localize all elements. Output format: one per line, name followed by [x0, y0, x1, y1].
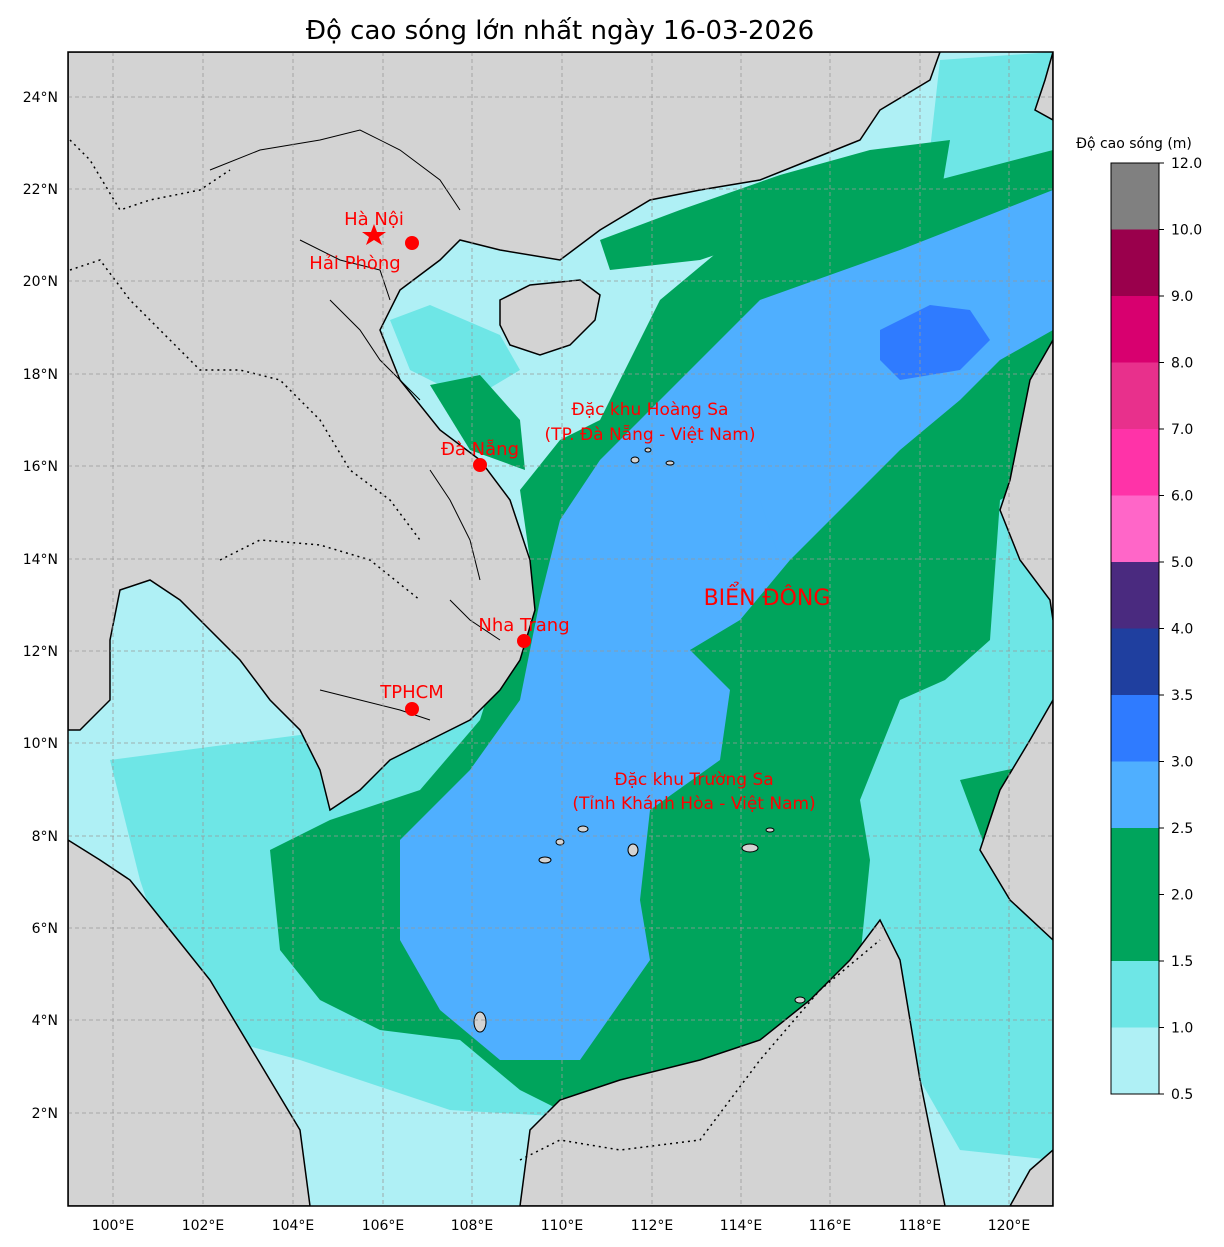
lat-tick: 4°N — [32, 1013, 58, 1029]
lon-tick: 120°E — [988, 1218, 1031, 1234]
lat-tick: 2°N — [32, 1106, 58, 1122]
colorbar-segment — [1111, 761, 1159, 828]
wave-zone-3-3.5m — [880, 305, 990, 380]
lat-tick: 12°N — [23, 644, 58, 660]
colorbar-segment — [1111, 163, 1159, 230]
colorbar-tick-label: 4.0 — [1171, 622, 1193, 638]
lat-tick: 6°N — [32, 921, 58, 937]
colorbar-tick-label: 0.5 — [1171, 1087, 1193, 1103]
colorbar-segment — [1111, 1027, 1159, 1094]
colorbar-tick-label: 5.0 — [1171, 555, 1193, 571]
colorbar-segment — [1111, 429, 1159, 496]
colorbar-tick-label: 3.0 — [1171, 755, 1193, 771]
lat-tick: 16°N — [23, 459, 58, 475]
haiphong-marker-icon — [405, 236, 419, 250]
label-hoang-sa-sub: (TP. Đà Nẵng - Việt Nam) — [545, 424, 756, 445]
lon-tick: 102°E — [182, 1218, 225, 1234]
lon-tick: 112°E — [631, 1218, 674, 1234]
lat-tick-labels: 24°N 22°N 20°N 18°N 16°N 14°N 12°N 10°N … — [23, 90, 58, 1122]
colorbar-segment — [1111, 628, 1159, 695]
city-markers — [362, 224, 531, 716]
label-hai-phong: Hải Phòng — [309, 253, 400, 274]
colorbar-tick-label: 8.0 — [1171, 356, 1193, 372]
label-da-nang: Đà Nẵng — [441, 439, 519, 460]
lon-tick: 100°E — [92, 1218, 135, 1234]
label-hoang-sa: Đặc khu Hoàng Sa — [572, 400, 729, 420]
label-nha-trang: Nha Trang — [478, 615, 569, 636]
lon-tick: 110°E — [541, 1218, 584, 1234]
hanoi-star-icon — [362, 224, 386, 245]
colorbar-tick-label: 6.0 — [1171, 489, 1193, 505]
colorbar-tick-label: 2.0 — [1171, 888, 1193, 904]
colorbar-segment — [1111, 562, 1159, 629]
colorbar-segment — [1111, 695, 1159, 762]
label-ha-noi: Hà Nội — [344, 209, 404, 230]
colorbar-tick-label: 2.5 — [1171, 821, 1193, 837]
colorbar-tick-label: 10.0 — [1171, 223, 1202, 239]
label-bien-dong: BIỂN ĐÔNG — [704, 583, 831, 611]
label-truong-sa: Đặc khu Trường Sa — [614, 770, 773, 790]
colorbar-tick-label: 7.0 — [1171, 422, 1193, 438]
land-masses — [68, 52, 1053, 1206]
colorbar-segment — [1111, 828, 1159, 895]
lon-tick: 104°E — [272, 1218, 315, 1234]
colorbar-segment — [1111, 296, 1159, 363]
lat-tick: 14°N — [23, 552, 58, 568]
colorbar-segment — [1111, 362, 1159, 429]
lat-tick: 8°N — [32, 829, 58, 845]
danang-marker-icon — [473, 458, 487, 472]
nhatrang-marker-icon — [517, 634, 531, 648]
colorbar-tick-label: 1.0 — [1171, 1021, 1193, 1037]
label-truong-sa-sub: (Tỉnh Khánh Hòa - Việt Nam) — [572, 794, 815, 814]
country-borders — [69, 139, 881, 1161]
lat-tick: 10°N — [23, 736, 58, 752]
map-frame — [67, 51, 1054, 1207]
lon-tick: 114°E — [720, 1218, 763, 1234]
label-tphcm: TPHCM — [379, 682, 443, 703]
colorbar-tick-label: 9.0 — [1171, 289, 1193, 305]
colorbar-tick-label: 12.0 — [1171, 156, 1202, 172]
map-title: Độ cao sóng lớn nhất ngày 16-03-2026 — [306, 16, 814, 46]
colorbar-tick-label: 1.5 — [1171, 954, 1193, 970]
lon-tick: 106°E — [362, 1218, 405, 1234]
map-area — [68, 52, 1053, 1206]
colorbar-segment — [1111, 495, 1159, 562]
colorbar: 0.5 1.0 1.5 2.0 2.5 3.0 3.5 4.0 5.0 6.0 7.0 8.0 9.0 1… — [1110, 156, 1202, 1103]
lat-tick: 24°N — [23, 90, 58, 106]
lon-tick-labels: 100°E 102°E 104°E 106°E 108°E 110°E 112°… — [92, 1218, 1031, 1234]
lat-tick: 18°N — [23, 367, 58, 383]
gridlines — [68, 52, 1053, 1206]
lon-tick: 108°E — [451, 1218, 494, 1234]
islands — [473, 447, 806, 1033]
lon-tick: 116°E — [809, 1218, 852, 1234]
colorbar-segment — [1111, 894, 1159, 961]
colorbar-segment — [1111, 229, 1159, 296]
tphcm-marker-icon — [405, 702, 419, 716]
colorbar-title: Độ cao sóng (m) — [1076, 136, 1192, 152]
colorbar-tick-label: 3.5 — [1171, 688, 1193, 704]
lat-tick: 20°N — [23, 274, 58, 290]
colorbar-segment — [1111, 961, 1159, 1028]
lat-tick: 22°N — [23, 182, 58, 198]
lon-tick: 118°E — [899, 1218, 942, 1234]
